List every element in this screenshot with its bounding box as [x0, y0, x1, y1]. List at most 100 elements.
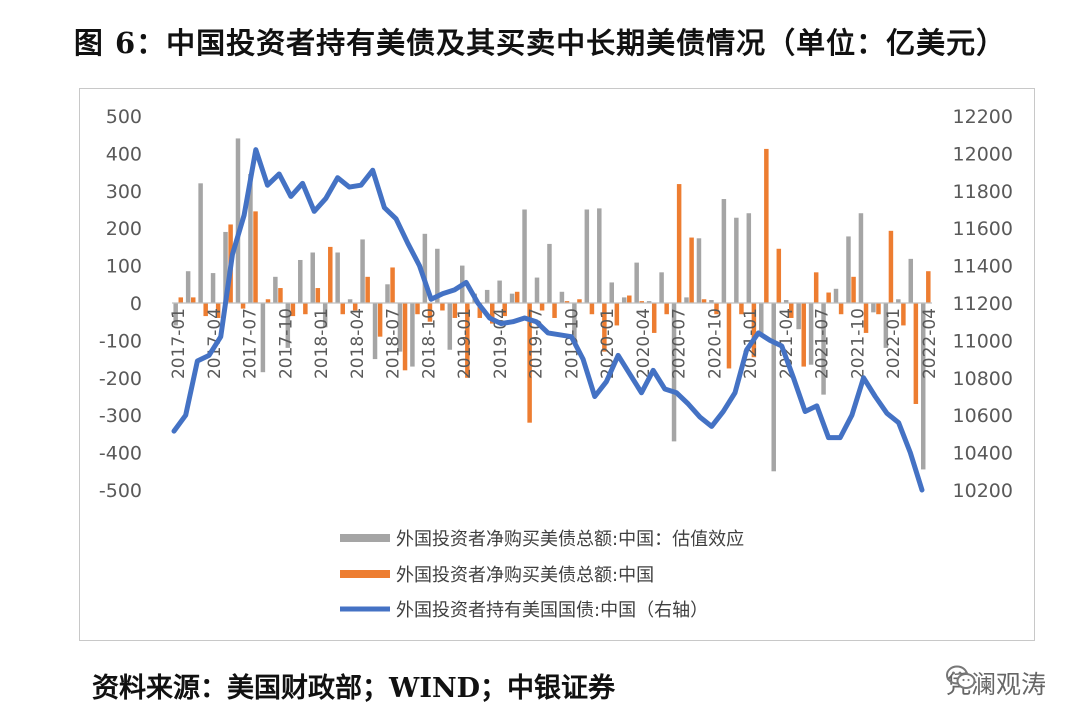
valuation-effect-bar	[696, 238, 702, 303]
right-tick-label: 11800	[953, 181, 1013, 203]
net-purchase-bar	[614, 303, 620, 326]
net-purchase-bar	[240, 303, 246, 309]
net-purchase-bar	[465, 303, 470, 378]
valuation-effect-bar	[484, 289, 490, 303]
net-purchase-bar	[701, 299, 707, 303]
x-tick-label: 2018-07	[384, 308, 404, 379]
x-tick-label: 2022-01	[884, 308, 904, 379]
watermark: 凭澜观涛	[945, 665, 1046, 701]
net-purchase-bar	[813, 272, 819, 303]
right-tick-label: 12000	[953, 143, 1013, 165]
net-purchase-bar	[215, 303, 221, 318]
valuation-effect-bar	[684, 297, 689, 303]
valuation-effect-bar	[833, 288, 839, 303]
x-tick-label: 2022-04	[920, 308, 940, 379]
x-tick-label: 2021-04	[777, 308, 797, 379]
valuation-effect-bar	[584, 209, 590, 303]
right-tick-label: 10200	[953, 480, 1013, 502]
net-purchase-bar	[876, 303, 881, 315]
valuation-effect-bar	[846, 236, 851, 303]
net-purchase-bar	[664, 303, 669, 315]
net-purchase-bar	[589, 303, 595, 315]
right-tick-label: 11200	[953, 293, 1013, 315]
right-tick-label: 11400	[953, 256, 1013, 278]
valuation-effect-bar	[659, 272, 664, 303]
net-purchase-bar	[490, 303, 495, 324]
valuation-effect-bar	[410, 303, 415, 367]
net-purchase-bar	[552, 303, 557, 318]
net-purchase-bar	[402, 303, 408, 371]
left-tick-label: -100	[99, 330, 142, 352]
left-tick-label: 300	[106, 181, 142, 203]
valuation-effect-bar	[597, 208, 602, 303]
x-tick-label: 2020-10	[705, 308, 725, 379]
valuation-effect-bar	[185, 271, 191, 303]
valuation-effect-bar	[821, 303, 826, 395]
valuation-effect-bar	[223, 231, 228, 303]
valuation-effect-bar	[634, 262, 639, 303]
legend-label: 外国投资者净购买美债总额:中国	[396, 565, 654, 586]
net-purchase-bar	[502, 303, 507, 317]
valuation-effect-bar	[372, 303, 378, 360]
net-purchase-bar	[340, 303, 345, 315]
valuation-effect-bar	[273, 276, 278, 303]
right-tick-label: 10600	[953, 405, 1013, 427]
net-purchase-bar	[365, 276, 370, 303]
left-tick-label: 500	[106, 106, 142, 128]
net-purchase-bar	[714, 303, 719, 315]
net-purchase-bar	[452, 303, 458, 318]
valuation-effect-bar	[908, 258, 914, 303]
net-purchase-bar	[278, 288, 283, 303]
wechat-icon	[945, 665, 976, 689]
net-purchase-bar	[639, 301, 644, 303]
net-purchase-bar	[651, 303, 657, 333]
legend-swatch	[340, 534, 390, 542]
net-purchase-bar	[328, 246, 333, 303]
net-purchase-bar	[527, 303, 532, 423]
right-axis: 12200 12000 11800 11600 11400 11200 11000 10800…	[953, 106, 1013, 502]
x-tick-labels: 2017-01 2017-04 2017-07 2017-10 2018-01 2018-…	[169, 308, 940, 379]
net-purchase-bar	[190, 297, 196, 303]
net-purchase-bar	[801, 303, 806, 367]
net-purchase-bar	[789, 303, 794, 318]
net-purchase-bar	[377, 303, 383, 337]
valuation-effect-bar	[322, 303, 328, 328]
valuation-effect-bar	[198, 183, 203, 303]
valuation-effect-bar	[621, 297, 627, 303]
valuation-effect-bar	[385, 284, 390, 303]
valuation-effect-bar	[397, 303, 403, 352]
valuation-effect-bar	[771, 303, 776, 472]
net-purchase-bar	[440, 303, 445, 311]
net-purchase-bar	[602, 303, 607, 352]
left-tick-label: -500	[99, 480, 142, 502]
valuation-effect-bar	[646, 301, 652, 303]
net-purchase-bar	[751, 303, 757, 358]
x-tick-label: 2021-07	[813, 308, 833, 379]
left-tick-label: 400	[106, 143, 142, 165]
x-tick-label: 2020-04	[634, 308, 654, 379]
valuation-effect-bar	[858, 213, 864, 303]
net-purchase-bar	[863, 303, 869, 333]
valuation-effect-bar	[509, 293, 515, 303]
valuation-effect-bar	[422, 233, 428, 303]
x-tick-label: 2021-10	[848, 308, 868, 379]
left-tick-label: -300	[99, 405, 142, 427]
left-tick-label: 200	[106, 218, 142, 240]
net-purchase-bar	[203, 303, 208, 317]
net-purchase-bar	[888, 230, 894, 303]
valuation-effect-bar	[920, 303, 926, 470]
valuation-effect-bar	[285, 303, 291, 348]
valuation-effect-bar	[709, 300, 714, 303]
valuation-effect-bar	[335, 252, 340, 303]
valuation-effect-bar	[783, 300, 789, 303]
net-purchase-bar	[290, 303, 296, 317]
valuation-effect-bar	[298, 259, 303, 303]
net-purchase-bar	[352, 303, 358, 311]
legend-label: 外国投资者持有美国国债:中国（右轴）	[396, 600, 708, 621]
x-tick-label: 2019-04	[491, 308, 511, 379]
valuation-effect-bar	[522, 209, 527, 303]
valuation-effect-bar	[721, 199, 727, 303]
left-tick-label: 100	[106, 256, 142, 278]
net-purchase-bar	[901, 303, 906, 326]
